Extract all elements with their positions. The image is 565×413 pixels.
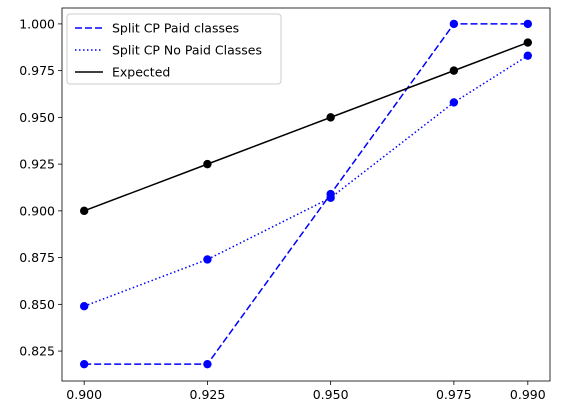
y-tick-label: 0.850 [19,297,55,312]
x-tick-label: 0.975 [436,387,472,402]
data-point [79,302,89,311]
legend-label-3: Expected [112,65,170,80]
y-tick-label: 0.925 [19,157,55,172]
x-tick-label: 0.990 [510,387,546,402]
legend-label-1: Split CP Paid classes [112,21,239,36]
legend: Split CP Paid classes Split CP No Paid Cl… [66,13,282,85]
x-tick-label: 0.950 [313,387,349,402]
axes-frame [61,7,551,382]
data-point [449,19,459,29]
data-point [449,98,459,107]
y-tick-label: 0.875 [19,250,55,265]
y-tick-label: 0.825 [19,344,55,359]
x-tick-label: 0.925 [190,387,226,402]
legend-box [66,13,282,85]
y-tick-label: 0.900 [19,203,55,218]
y-tick-label: 0.950 [19,110,55,125]
data-point [203,255,212,264]
data-point [449,66,459,75]
data-point [326,193,335,202]
data-point [523,51,533,60]
data-point [523,38,533,47]
data-point [523,19,533,29]
data-point [79,359,89,369]
data-point [79,206,89,216]
series-layer [79,19,533,369]
data-point [203,359,212,369]
y-tick-label: 1.000 [19,16,55,31]
data-point [326,113,335,122]
y-tick-label: 0.975 [19,63,55,78]
legend-label-2: Split CP No Paid Classes [112,43,262,58]
data-point [203,159,212,169]
x-tick-label: 0.900 [66,387,102,402]
axes-layer: 0.900 0.925 0.950 0.975 0.990 0.825 0.850 0.875… [19,7,551,402]
